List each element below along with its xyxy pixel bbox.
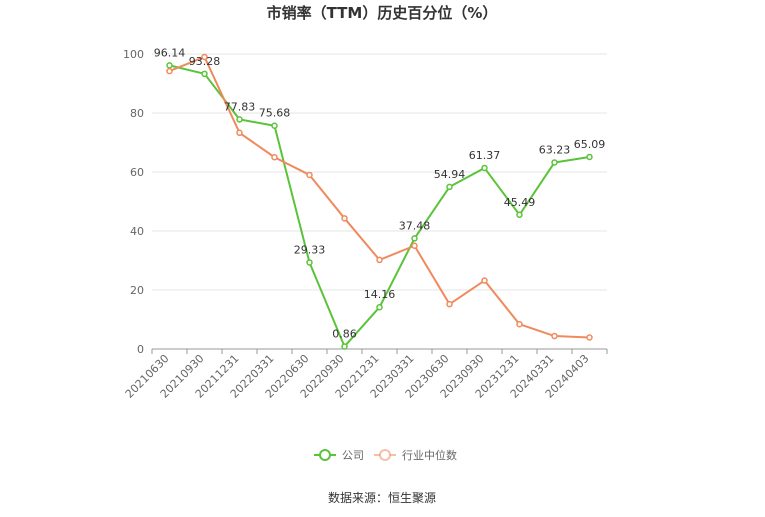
data-label: 65.09 [574, 138, 606, 151]
data-source-note: 数据来源：恒生聚源 [328, 490, 436, 505]
data-point[interactable] [201, 53, 208, 61]
chart-title: 市销率（TTM）历史百分位（%） [267, 4, 498, 22]
data-point[interactable] [201, 70, 208, 78]
data-point[interactable] [236, 116, 243, 123]
legend-item-industry-median[interactable]: 行业中位数 [374, 448, 457, 462]
data-label: 63.23 [539, 143, 571, 156]
data-label: 0.86 [332, 327, 357, 340]
data-point[interactable] [586, 334, 593, 341]
data-point[interactable] [271, 154, 278, 161]
grid [152, 53, 607, 291]
data-label: 45.49 [504, 196, 536, 209]
y-tick-label: 60 [130, 166, 144, 179]
legend-marker-icon [379, 449, 391, 461]
data-point[interactable] [446, 183, 453, 191]
data-label: 54.94 [434, 168, 466, 181]
legend-marker-icon [319, 449, 331, 461]
data-point[interactable] [166, 67, 173, 75]
data-point[interactable] [411, 242, 418, 249]
data-point[interactable] [236, 129, 243, 137]
data-point[interactable] [341, 343, 348, 350]
data-point[interactable] [551, 332, 558, 340]
y-tick-label: 100 [123, 48, 144, 61]
data-point[interactable] [551, 159, 558, 166]
data-label: 29.33 [294, 243, 326, 256]
data-point[interactable] [376, 303, 383, 311]
data-point[interactable] [306, 171, 313, 179]
data-point[interactable] [271, 122, 278, 129]
data-label: 77.83 [224, 100, 256, 113]
legend-item-company[interactable]: 公司 [314, 449, 364, 462]
legend-label: 公司 [342, 449, 364, 462]
data-point[interactable] [166, 62, 173, 69]
legend-label: 行业中位数 [402, 448, 457, 462]
data-point[interactable] [411, 235, 418, 242]
y-tick-label: 40 [130, 225, 144, 238]
data-label: 61.37 [469, 149, 501, 162]
y-tick-label: 20 [130, 284, 144, 297]
data-point[interactable] [376, 256, 383, 264]
data-point[interactable] [586, 153, 593, 161]
data-point[interactable] [516, 320, 523, 328]
data-point[interactable] [481, 164, 488, 172]
legend[interactable]: 公司 行业中位数 [314, 448, 457, 462]
data-label: 37.48 [399, 219, 431, 232]
data-point[interactable] [306, 259, 313, 266]
data-point[interactable] [516, 211, 523, 219]
data-point[interactable] [481, 277, 488, 284]
data-label: 75.68 [259, 107, 291, 120]
data-label: 14.16 [364, 288, 396, 301]
y-tick-label: 0 [137, 343, 144, 356]
data-label: 96.14 [154, 46, 186, 59]
data-label: 93.28 [189, 55, 221, 68]
series-layer [166, 53, 593, 350]
y-tick-label: 80 [130, 107, 144, 120]
data-point[interactable] [341, 215, 348, 222]
data-point[interactable] [446, 300, 453, 308]
axes: 0204060801002021063020210930202112312022… [123, 48, 608, 401]
